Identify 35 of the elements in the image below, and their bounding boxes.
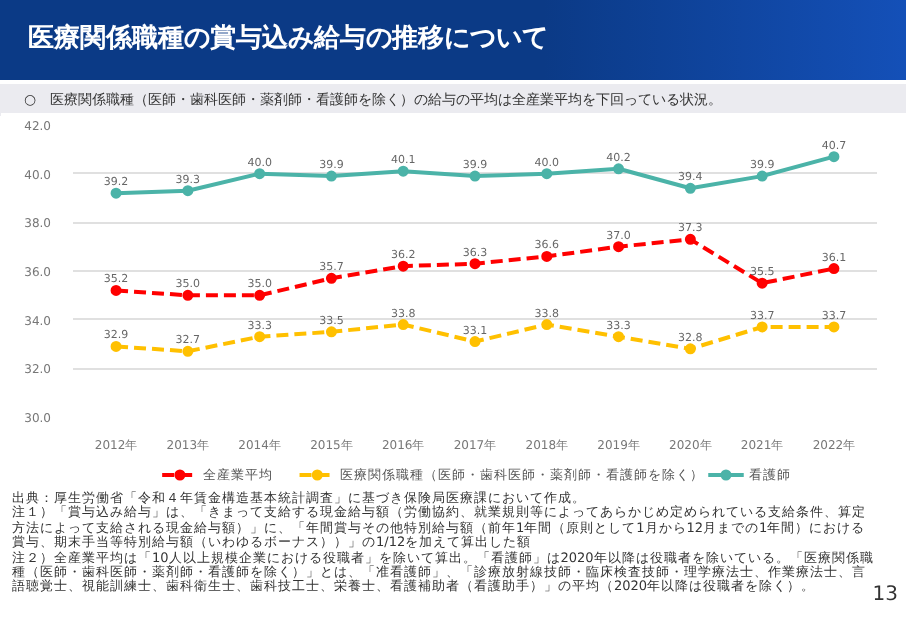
point (828, 321, 840, 333)
point (684, 182, 696, 194)
point (182, 345, 194, 357)
point (182, 185, 194, 197)
point (541, 168, 553, 180)
point (469, 258, 481, 270)
chart-title: 医療関係職種の賞与込み給与の推移について (0, 0, 906, 80)
point (756, 321, 768, 333)
point (397, 260, 409, 272)
point (828, 263, 840, 275)
point (325, 326, 337, 338)
point (254, 289, 266, 301)
point (325, 272, 337, 284)
point (541, 319, 553, 331)
point (684, 233, 696, 245)
point (541, 250, 553, 262)
point (254, 331, 266, 343)
point (110, 187, 122, 199)
point (397, 165, 409, 177)
point (756, 277, 768, 289)
point (254, 168, 266, 180)
point (828, 151, 840, 163)
text: 13 (872, 583, 898, 606)
point (613, 163, 625, 175)
point (397, 319, 409, 331)
point (110, 340, 122, 352)
point (110, 284, 122, 296)
point (613, 241, 625, 253)
point (684, 343, 696, 355)
point (469, 336, 481, 348)
point (469, 170, 481, 182)
point (756, 170, 768, 182)
point (325, 170, 337, 182)
point (182, 289, 194, 301)
point (613, 331, 625, 343)
